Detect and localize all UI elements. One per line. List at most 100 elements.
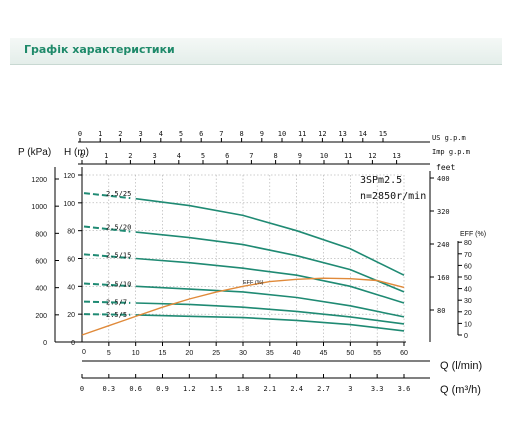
us-gpm-tick-label-2: 2 <box>118 130 122 138</box>
us-gpm-tick-label-5: 5 <box>179 130 183 138</box>
imp-gpm-tick-label-6: 6 <box>225 152 229 160</box>
imp-gpm-tick-label-11: 11 <box>344 152 352 160</box>
q-tick-label-55: 55 <box>373 350 381 357</box>
q-tick-label-45: 45 <box>320 350 328 357</box>
q-m3h-tick-label-7: 2.1 <box>264 385 277 393</box>
p-axis-label: P (kPa) <box>18 147 51 158</box>
feet-tick-label-80: 80 <box>437 307 445 315</box>
imp-gpm-tick-label-0: 0 <box>80 152 84 160</box>
imp-gpm-tick-label-8: 8 <box>273 152 277 160</box>
imp-gpm-tick-label-2: 2 <box>128 152 132 160</box>
q-tick-label-25: 25 <box>212 350 220 357</box>
imp-gpm-label: Imp g.p.m <box>432 148 470 156</box>
us-gpm-tick-label-12: 12 <box>318 130 326 138</box>
feet-tick-label-320: 320 <box>437 208 450 216</box>
curve-label-2: 2.5/15 <box>106 251 131 259</box>
q-m3h-tick-label-2: 0.6 <box>129 385 142 393</box>
p-tick-label-200: 200 <box>35 313 47 320</box>
curve-2.5/25 <box>135 197 405 276</box>
us-gpm-tick-label-1: 1 <box>98 130 102 138</box>
q-tick-label-20: 20 <box>185 350 193 357</box>
us-gpm-tick-label-8: 8 <box>239 130 243 138</box>
curve-2.5/7 <box>135 302 405 325</box>
p-tick-label-1000: 1000 <box>31 204 47 211</box>
imp-gpm-tick-label-10: 10 <box>320 152 328 160</box>
q-m3h-tick-label-12: 3.6 <box>398 385 411 393</box>
curve-label-0: 2.5/25 <box>106 190 131 198</box>
eff-tick-label-40: 40 <box>464 287 472 294</box>
q-tick-label-40: 40 <box>293 350 301 357</box>
imp-gpm-tick-label-3: 3 <box>152 152 156 160</box>
curve-dash-2 <box>83 253 131 260</box>
p-tick-label-600: 600 <box>35 259 47 266</box>
h-tick-label-80: 80 <box>67 229 75 236</box>
q-tick-label-60: 60 <box>400 350 408 357</box>
p-tick-label-0: 0 <box>43 340 47 347</box>
imp-gpm-tick-label-7: 7 <box>249 152 253 160</box>
h-tick-label-0: 0 <box>71 340 75 347</box>
eff-tick-label-20: 20 <box>464 310 472 317</box>
q-tick-label-50: 50 <box>346 350 354 357</box>
curve-2.5/15 <box>135 257 405 304</box>
q-m3h-tick-label-6: 1.8 <box>237 385 250 393</box>
curve-2.5/5 <box>135 314 405 332</box>
eff-tick-label-60: 60 <box>464 263 472 270</box>
us-gpm-tick-label-15: 15 <box>379 130 387 138</box>
us-gpm-tick-label-4: 4 <box>159 130 163 138</box>
q-tick-label-10: 10 <box>132 350 140 357</box>
us-gpm-tick-label-9: 9 <box>260 130 264 138</box>
imp-gpm-tick-label-13: 13 <box>392 152 400 160</box>
feet-tick-label-240: 240 <box>437 241 450 249</box>
h-tick-label-60: 60 <box>67 257 75 264</box>
labels: P (kPa) H (m) US g.p.m Imp g.p.m feet EF… <box>18 134 486 396</box>
q-m3h-tick-label-11: 3.3 <box>371 385 384 393</box>
p-tick-label-1200: 1200 <box>31 177 47 184</box>
us-gpm-tick-label-0: 0 <box>78 130 82 138</box>
feet-label: feet <box>436 163 455 172</box>
h-axis-label: H (m) <box>64 147 89 158</box>
imp-gpm-tick-label-9: 9 <box>298 152 302 160</box>
curves: 2.5/25 2.5/20 2.5/15 2.5/10 2.5/7 2.5/5 EFF (%… <box>81 190 405 336</box>
q-lmin-label: Q (l/min) <box>440 360 482 372</box>
curve-dash-4 <box>83 300 131 304</box>
h-tick-label-100: 100 <box>63 201 75 208</box>
q-m3h-tick-label-5: 1.5 <box>210 385 223 393</box>
efficiency-curve <box>81 277 405 336</box>
us-gpm-tick-label-14: 14 <box>359 130 367 138</box>
q-tick-label-30: 30 <box>239 350 247 357</box>
feet-tick-label-160: 160 <box>437 274 450 282</box>
eff-tick-label-0: 0 <box>464 333 468 340</box>
curve-dash-0 <box>83 192 131 200</box>
q-tick-label-15: 15 <box>159 350 167 357</box>
q-tick-label-35: 35 <box>266 350 274 357</box>
q-m3h-label: Q (m³/h) <box>440 384 481 396</box>
imp-gpm-tick-label-1: 1 <box>104 152 108 160</box>
q-tick-label-origin: 0 <box>82 349 86 356</box>
eff-tick-label-70: 70 <box>464 252 472 259</box>
us-gpm-tick-label-7: 7 <box>219 130 223 138</box>
header-bar: Графік характеристики <box>10 38 502 65</box>
speed-label: n=2850r/min <box>360 191 426 202</box>
eff-tick-label-10: 10 <box>464 321 472 328</box>
efficiency-curve-label: EFF (%) <box>243 280 264 286</box>
curve-label-3: 2.5/10 <box>106 281 131 289</box>
q-m3h-tick-label-8: 2.4 <box>290 385 303 393</box>
eff-tick-label-80: 80 <box>464 240 472 247</box>
p-tick-label-400: 400 <box>35 286 47 293</box>
eff-axis-label: EFF (%) <box>460 231 486 238</box>
imp-gpm-tick-label-5: 5 <box>201 152 205 160</box>
eff-tick-label-50: 50 <box>464 275 472 282</box>
header-title: Графік характеристики <box>24 43 175 56</box>
us-gpm-tick-label-13: 13 <box>338 130 346 138</box>
q-m3h-tick-label-1: 0.3 <box>103 385 116 393</box>
eff-tick-label-30: 30 <box>464 298 472 305</box>
q-m3h-tick-label-10: 3 <box>348 385 352 393</box>
q-m3h-tick-label-4: 1.2 <box>183 385 196 393</box>
h-tick-label-40: 40 <box>67 284 75 291</box>
curve-dash-5 <box>83 313 131 316</box>
us-gpm-tick-label-10: 10 <box>278 130 286 138</box>
feet-tick-label-400: 400 <box>437 175 450 183</box>
us-gpm-tick-label-3: 3 <box>138 130 142 138</box>
h-tick-label-120: 120 <box>63 173 75 180</box>
